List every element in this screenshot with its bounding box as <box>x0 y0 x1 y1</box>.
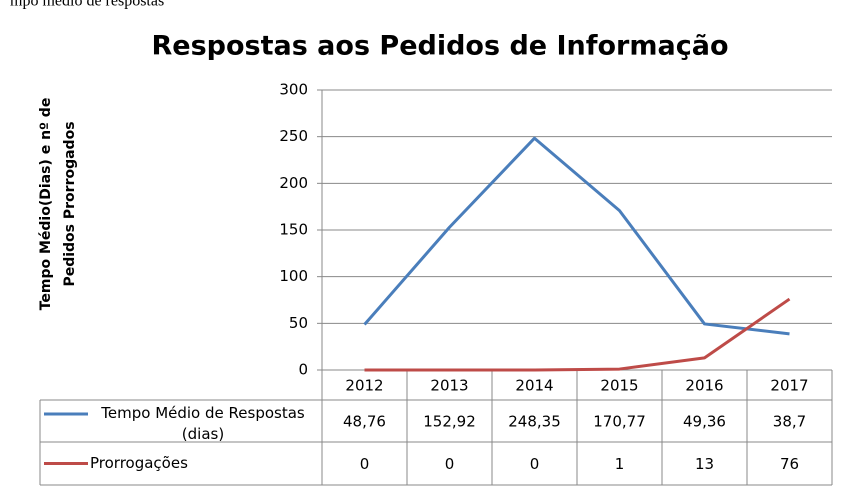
y-axis-label: Tempo Médio(Dias) e nº de Pedidos Prorro… <box>38 97 78 311</box>
y-tick-label: 100 <box>279 267 308 285</box>
y-tick-label: 50 <box>289 314 308 332</box>
x-tick-label: 2012 <box>345 377 383 395</box>
table-value: 152,92 <box>423 413 476 431</box>
x-tick-label: 2015 <box>600 377 638 395</box>
legend-label: Tempo Médio de Respostas (dias) <box>101 404 305 443</box>
series-line <box>363 136 790 336</box>
chart-title: Respostas aos Pedidos de Informação <box>151 31 728 62</box>
series-line <box>364 297 791 372</box>
table-value: 38,7 <box>773 413 806 431</box>
table-value: 170,77 <box>593 413 646 431</box>
y-tick-label: 150 <box>279 221 308 239</box>
x-tick-label: 2017 <box>770 377 808 395</box>
table-value: 0 <box>360 455 370 473</box>
table-value: 49,36 <box>683 413 726 431</box>
caption: mpo médio de respostas <box>10 0 164 10</box>
y-tick-label: 250 <box>279 127 308 145</box>
table-value: 48,76 <box>343 413 386 431</box>
table-value: 248,35 <box>508 413 561 431</box>
table-value: 1 <box>615 455 625 473</box>
table-value: 0 <box>445 455 455 473</box>
y-tick-label: 200 <box>279 174 308 192</box>
table-value: 76 <box>780 455 799 473</box>
x-tick-label: 2016 <box>685 377 723 395</box>
y-tick-label: 0 <box>298 361 308 379</box>
x-tick-label: 2013 <box>430 377 468 395</box>
table-value: 13 <box>695 455 714 473</box>
y-tick-label: 300 <box>279 81 308 99</box>
legend-label: Prorrogações <box>90 453 188 472</box>
x-tick-label: 2014 <box>515 377 553 395</box>
table-value: 0 <box>530 455 540 473</box>
